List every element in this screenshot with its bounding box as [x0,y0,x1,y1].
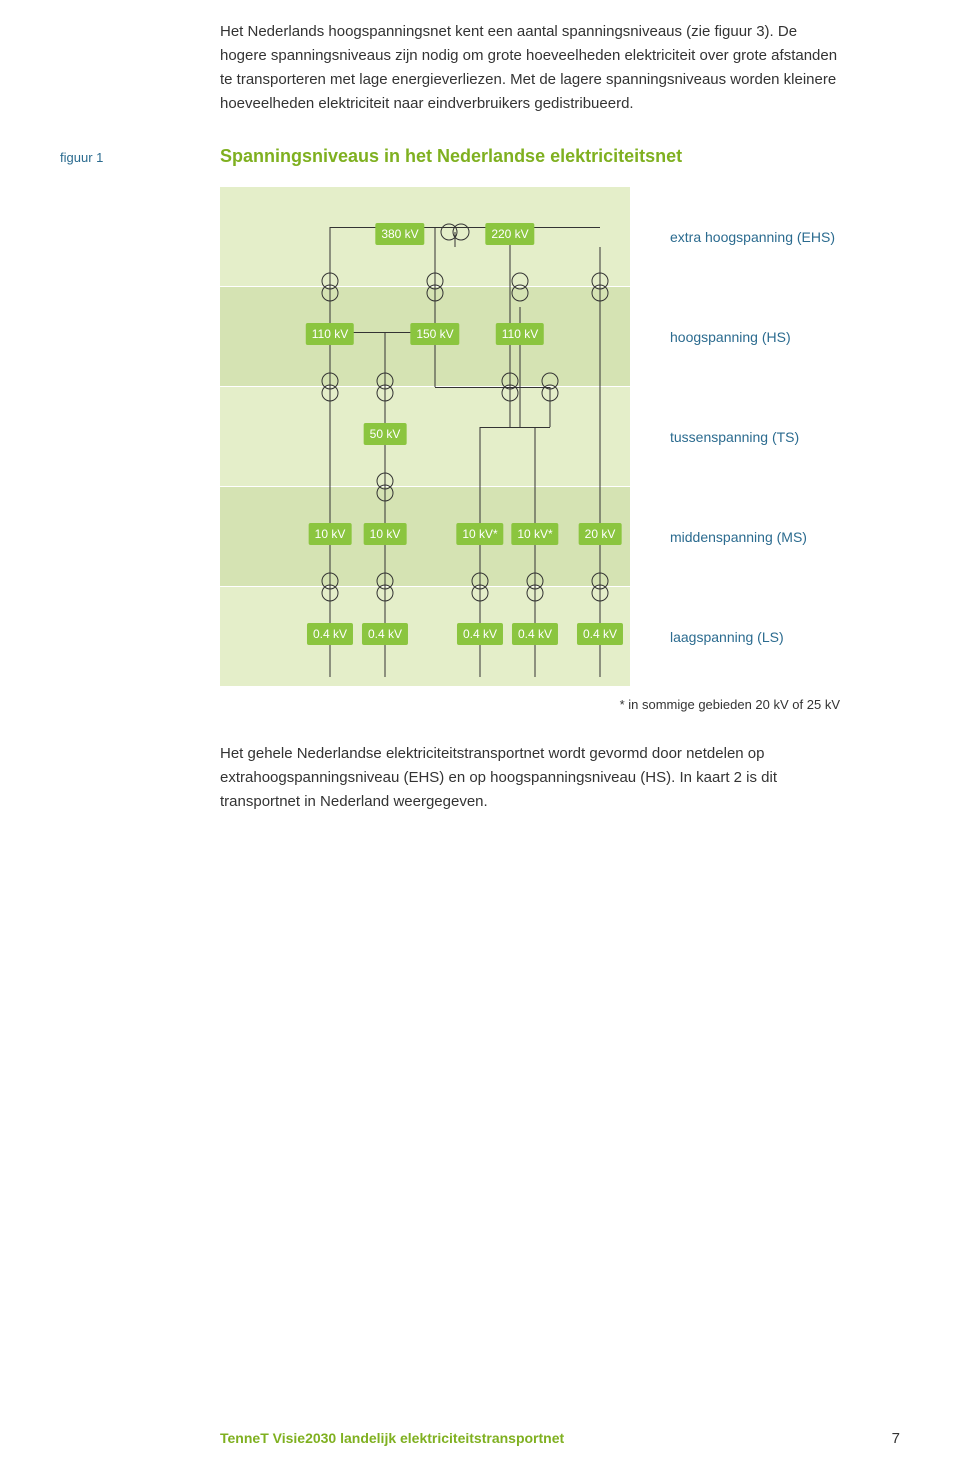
diagram-row: 10 kV 10 kV 10 kV* 10 kV* 20 kV [220,487,630,587]
diagram-footnote: * in sommige gebieden 20 kV of 25 kV [220,697,840,712]
legend-label: laagspanning (LS) [670,629,784,645]
diagram-row: 0.4 kV 0.4 kV 0.4 kV 0.4 kV 0.4 kV [220,587,630,687]
voltage-tag: 110 kV [306,323,354,345]
transformer-icon [440,221,470,243]
voltage-tag: 10 kV* [456,523,503,545]
diagram-row: 110 kV 150 kV 110 kV [220,287,630,387]
figure-title: Spanningsniveaus in het Nederlandse elek… [220,146,682,167]
voltage-tag: 10 kV [364,523,407,545]
transformer-icon [511,272,529,302]
connection-hline [480,427,550,428]
voltage-tag: 0.4 kV [512,623,558,645]
voltage-tag: 50 kV [364,423,407,445]
voltage-tag: 150 kV [410,323,459,345]
transformer-icon [321,372,339,402]
voltage-tag: 0.4 kV [362,623,408,645]
voltage-tag: 0.4 kV [577,623,623,645]
voltage-tag: 110 kV [496,323,544,345]
connection-hline [435,387,550,388]
diagram-row: 50 kV [220,387,630,487]
page-number: 7 [892,1430,900,1447]
transformer-icon [321,572,339,602]
intro-paragraph: Het Nederlands hoogspanningsnet kent een… [220,20,840,116]
voltage-tag: 380 kV [375,223,424,245]
transformer-icon [471,572,489,602]
voltage-tag: 10 kV* [511,523,558,545]
legend-label: hoogspanning (HS) [670,329,791,345]
connection-vline [435,227,436,387]
voltage-tag: 10 kV [309,523,352,545]
transformer-icon [426,272,444,302]
voltage-tag: 220 kV [485,223,534,245]
diagram-row: 380 kV 220 kV [220,187,630,287]
transformer-icon [591,272,609,302]
legend-label: tussenspanning (TS) [670,429,799,445]
transformer-icon [591,572,609,602]
transformer-icon [526,572,544,602]
voltage-tag: 0.4 kV [457,623,503,645]
voltage-tag: 20 kV [579,523,622,545]
transformer-icon [376,372,394,402]
transformer-icon [376,472,394,502]
footer-doc-title: TenneT Visie2030 landelijk elektriciteit… [220,1430,564,1446]
figure-label: figuur 1 [60,150,220,165]
transformer-icon [541,372,559,402]
closing-paragraph: Het gehele Nederlandse elektriciteitstra… [220,742,840,814]
legend-label: extra hoogspanning (EHS) [670,229,835,245]
transformer-icon [501,372,519,402]
connection-vline [600,247,601,677]
voltage-tag: 0.4 kV [307,623,353,645]
diagram-legend: extra hoogspanning (EHS) hoogspanning (HS… [630,187,900,687]
transformer-icon [376,572,394,602]
transformer-icon [321,272,339,302]
legend-label: middenspanning (MS) [670,529,807,545]
voltage-diagram: 380 kV 220 kV 110 kV 150 kV 110 kV 50 kV 10 kV… [220,187,630,687]
